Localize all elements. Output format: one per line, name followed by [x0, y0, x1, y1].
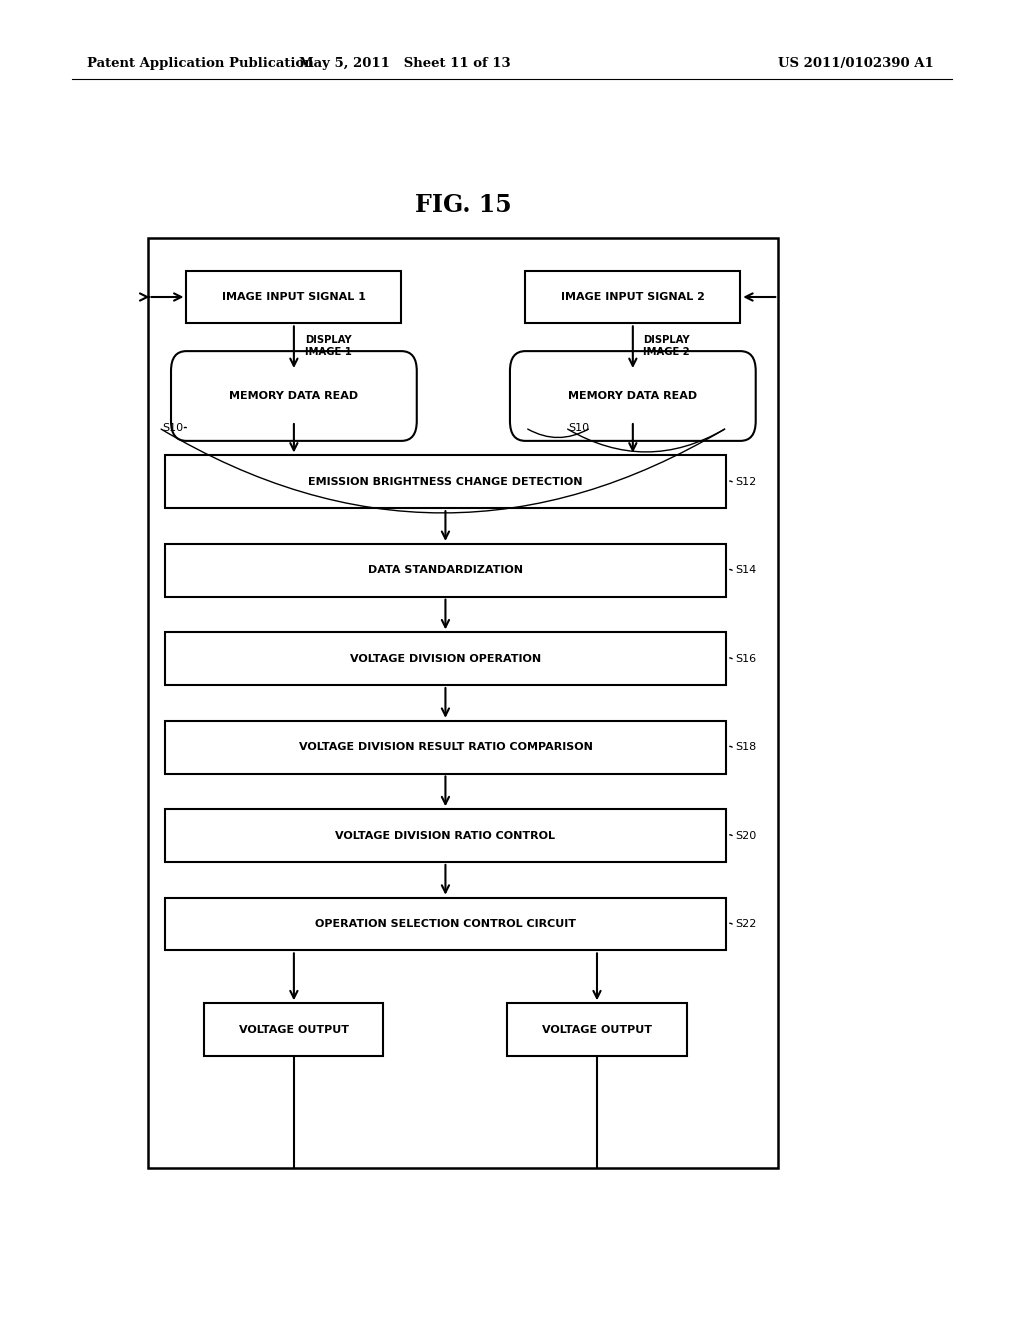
Text: May 5, 2011   Sheet 11 of 13: May 5, 2011 Sheet 11 of 13: [299, 57, 510, 70]
Text: US 2011/0102390 A1: US 2011/0102390 A1: [778, 57, 934, 70]
Text: EMISSION BRIGHTNESS CHANGE DETECTION: EMISSION BRIGHTNESS CHANGE DETECTION: [308, 477, 583, 487]
Text: S12: S12: [735, 477, 757, 487]
Text: OPERATION SELECTION CONTROL CIRCUIT: OPERATION SELECTION CONTROL CIRCUIT: [315, 919, 575, 929]
FancyBboxPatch shape: [165, 544, 726, 597]
FancyBboxPatch shape: [204, 1003, 383, 1056]
FancyBboxPatch shape: [186, 271, 401, 323]
Text: DISPLAY
IMAGE 2: DISPLAY IMAGE 2: [643, 335, 690, 356]
FancyBboxPatch shape: [165, 455, 726, 508]
FancyBboxPatch shape: [525, 271, 740, 323]
Text: VOLTAGE DIVISION RESULT RATIO COMPARISON: VOLTAGE DIVISION RESULT RATIO COMPARISON: [299, 742, 592, 752]
Text: FIG. 15: FIG. 15: [415, 193, 511, 216]
Text: DISPLAY
IMAGE 1: DISPLAY IMAGE 1: [305, 335, 352, 356]
Text: S18: S18: [735, 742, 757, 752]
Text: IMAGE INPUT SIGNAL 1: IMAGE INPUT SIGNAL 1: [222, 292, 366, 302]
FancyBboxPatch shape: [165, 632, 726, 685]
Text: VOLTAGE OUTPUT: VOLTAGE OUTPUT: [542, 1024, 652, 1035]
FancyBboxPatch shape: [507, 1003, 686, 1056]
FancyBboxPatch shape: [165, 721, 726, 774]
FancyBboxPatch shape: [165, 809, 726, 862]
FancyBboxPatch shape: [171, 351, 417, 441]
Text: S14: S14: [735, 565, 757, 576]
Text: VOLTAGE OUTPUT: VOLTAGE OUTPUT: [239, 1024, 349, 1035]
Text: S16: S16: [735, 653, 757, 664]
Text: DATA STANDARDIZATION: DATA STANDARDIZATION: [368, 565, 523, 576]
Text: MEMORY DATA READ: MEMORY DATA READ: [229, 391, 358, 401]
FancyBboxPatch shape: [165, 898, 726, 950]
Text: VOLTAGE DIVISION OPERATION: VOLTAGE DIVISION OPERATION: [350, 653, 541, 664]
Text: IMAGE INPUT SIGNAL 2: IMAGE INPUT SIGNAL 2: [561, 292, 705, 302]
Text: S22: S22: [735, 919, 757, 929]
Text: VOLTAGE DIVISION RATIO CONTROL: VOLTAGE DIVISION RATIO CONTROL: [336, 830, 555, 841]
Text: S10: S10: [568, 422, 590, 433]
FancyBboxPatch shape: [510, 351, 756, 441]
Text: S20: S20: [735, 830, 757, 841]
Text: MEMORY DATA READ: MEMORY DATA READ: [568, 391, 697, 401]
Text: S10: S10: [162, 422, 183, 433]
Text: Patent Application Publication: Patent Application Publication: [87, 57, 313, 70]
